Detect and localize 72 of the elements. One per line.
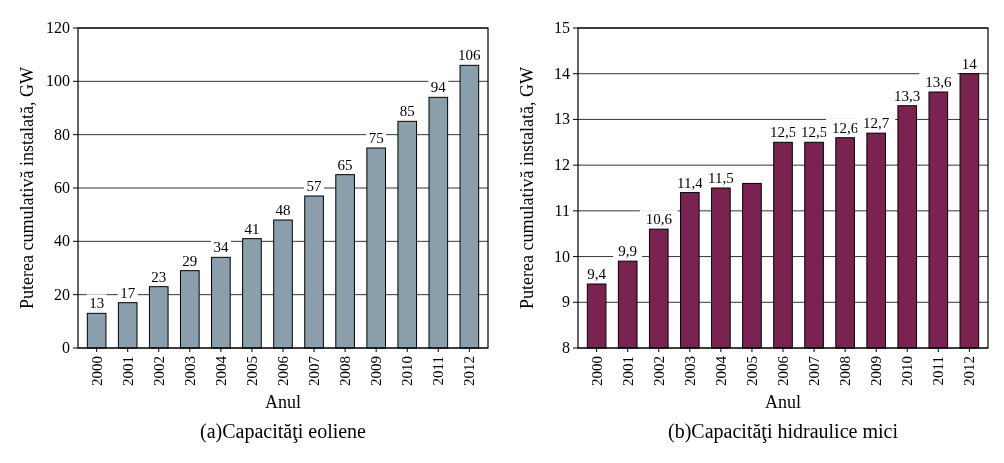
x-tick-label: 2012 [961, 356, 978, 386]
data-label: 65 [337, 156, 353, 173]
y-tick-label: 13 [554, 110, 570, 128]
y-tick-label: 15 [554, 19, 570, 36]
y-axis-title: Puterea cumulativă instalată, GW [17, 67, 37, 309]
data-label: 13 [89, 295, 105, 312]
x-tick-label: 2004 [212, 355, 229, 386]
data-label: 17 [120, 284, 136, 301]
x-tick-label: 2006 [275, 355, 291, 386]
x-axis-title: Anul [765, 392, 801, 412]
data-label: 23 [151, 268, 167, 285]
data-label: 10,6 [645, 211, 673, 228]
y-tick-label: 11 [554, 201, 570, 219]
x-tick-label: 2001 [619, 356, 636, 386]
y-tick-label: 20 [54, 285, 70, 303]
x-axis-title: Anul [265, 392, 301, 412]
x-tick-label: 2003 [181, 356, 198, 386]
y-tick-label: 10 [554, 247, 570, 265]
y-tick-label: 100 [46, 72, 70, 90]
x-tick-label: 2006 [775, 355, 791, 386]
y-tick-label: 120 [46, 19, 70, 36]
x-tick-label: 2004 [712, 355, 729, 386]
data-label: 57 [306, 178, 323, 194]
data-label: 29 [182, 252, 198, 269]
data-label: 85 [399, 103, 415, 120]
x-tick-label: 2001 [119, 356, 136, 386]
data-label: 75 [368, 130, 384, 146]
data-label: 34 [213, 239, 229, 256]
data-label: 11,4 [676, 174, 704, 191]
data-label: 12,6 [832, 119, 859, 136]
y-tick-label: 40 [54, 232, 70, 250]
x-tick-label: 2011 [430, 356, 447, 386]
x-tick-label: 2007 [306, 355, 323, 386]
data-label: 48 [275, 202, 291, 218]
text: (a)Capacităţi eoliene [199, 420, 367, 443]
data-label: 9,4 [587, 266, 607, 282]
data-label: 9,9 [618, 243, 638, 260]
x-tick-label: 2009 [868, 356, 885, 386]
y-tick-label: 0 [62, 339, 70, 356]
data-label: 12,7 [863, 115, 890, 132]
y-tick-label: 14 [554, 64, 570, 82]
data-label: 41 [244, 220, 260, 237]
data-label: 12,5 [800, 124, 828, 141]
data-label: 106 [458, 47, 482, 64]
x-tick-label: 2002 [650, 356, 667, 386]
x-tick-label: 2008 [337, 356, 354, 386]
y-tick-label: 60 [54, 179, 70, 196]
y-tick-label: 12 [554, 156, 570, 174]
x-tick-label: 2003 [681, 356, 698, 386]
data-label: 11,5 [708, 170, 734, 186]
data-label: 12,5 [769, 124, 797, 141]
x-tick-label: 2008 [837, 356, 854, 386]
data-label: 94 [430, 79, 447, 96]
x-tick-label: 2005 [743, 356, 760, 386]
y-tick-label: 80 [54, 125, 70, 143]
x-tick-label: 2002 [150, 356, 167, 386]
x-tick-label: 2011 [930, 356, 947, 386]
data-label: 14 [961, 55, 978, 72]
x-tick-label: 2010 [899, 356, 916, 386]
x-tick-label: 2012 [461, 356, 478, 386]
data-label: 13,6 [925, 74, 952, 90]
y-axis-title: Puterea cumulativă instalată, GW [517, 67, 537, 309]
x-tick-label: 2000 [88, 356, 105, 386]
y-tick-label: 8 [562, 339, 570, 356]
y-tick-label: 9 [562, 293, 570, 311]
x-tick-label: 2005 [243, 356, 260, 386]
x-tick-label: 2010 [399, 356, 416, 386]
text: (b)Capacităţi hidraulice mici [668, 420, 899, 443]
data-label: 13,3 [894, 87, 921, 104]
x-tick-label: 2000 [588, 356, 605, 386]
x-tick-label: 2007 [806, 355, 823, 386]
x-tick-label: 2009 [368, 356, 385, 386]
